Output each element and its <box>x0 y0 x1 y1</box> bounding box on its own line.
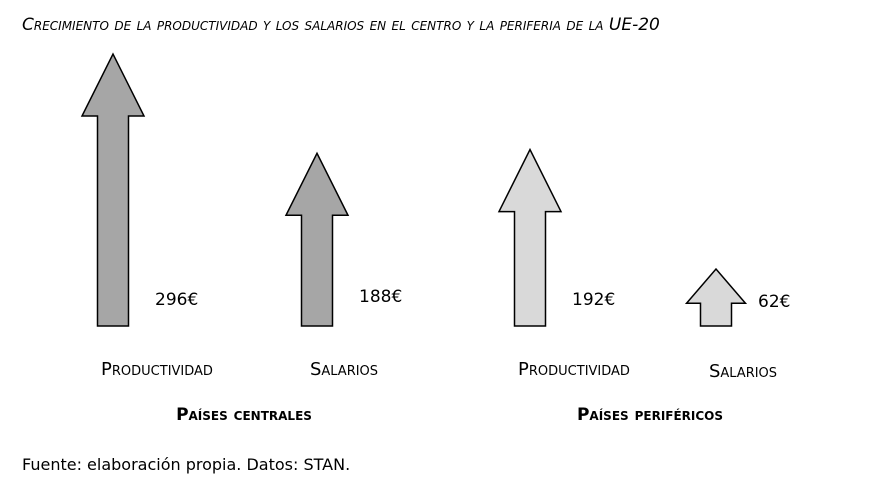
arrow-peripheral-salarios <box>684 267 748 327</box>
group-label: Países centrales <box>176 405 312 425</box>
value-label: 192€ <box>572 290 615 310</box>
chart-title: Crecimiento de la productividad y los sa… <box>22 15 660 35</box>
arrow-central-salarios <box>284 151 350 327</box>
value-label: 62€ <box>758 292 790 312</box>
arrow-layer <box>80 52 748 327</box>
source-note: Fuente: elaboración propia. Datos: STAN. <box>22 455 350 474</box>
label-layer: 296€ Productividad 188€ Salarios Países cent… <box>101 287 790 425</box>
category-label: Salarios <box>709 361 777 382</box>
category-label: Productividad <box>101 359 213 380</box>
arrow-peripheral-productividad <box>497 147 563 327</box>
arrow-central-productividad <box>80 52 146 327</box>
category-label: Productividad <box>518 359 630 380</box>
value-label: 188€ <box>359 287 402 307</box>
value-label: 296€ <box>155 290 198 310</box>
group-label: Países periféricos <box>577 405 723 425</box>
category-label: Salarios <box>310 359 378 380</box>
